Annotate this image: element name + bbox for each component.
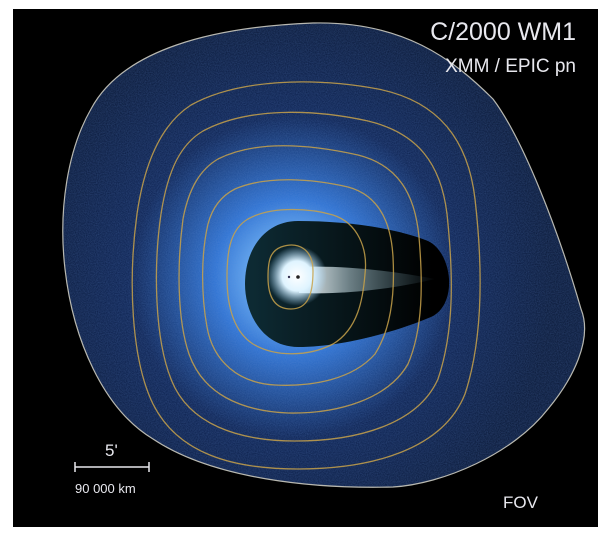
nucleus-marker-secondary: [287, 275, 291, 279]
contour-4: [178, 145, 422, 414]
contour-6: [131, 81, 481, 470]
contour-5: [155, 111, 452, 442]
image-frame: C/2000 WM1 XMM / EPIC pn 5' 90 000 km FO…: [13, 9, 598, 527]
fov-label: FOV: [503, 493, 538, 512]
contour-3: [201, 179, 395, 386]
nucleus-marker: [296, 275, 300, 279]
contour-2: [226, 208, 367, 355]
contour-1: [267, 244, 314, 310]
instrument-label: XMM / EPIC pn: [445, 56, 576, 77]
comet-tail-glow: [299, 266, 435, 294]
scale-bar-angle-label: 5': [105, 441, 118, 460]
comet-xray-image: [62, 22, 586, 488]
fov-outline: [62, 22, 586, 488]
scale-bar: [74, 462, 150, 472]
intensity-contours: [131, 81, 481, 470]
image-title: C/2000 WM1: [430, 18, 576, 46]
scale-bar-distance-label: 90 000 km: [75, 481, 136, 496]
